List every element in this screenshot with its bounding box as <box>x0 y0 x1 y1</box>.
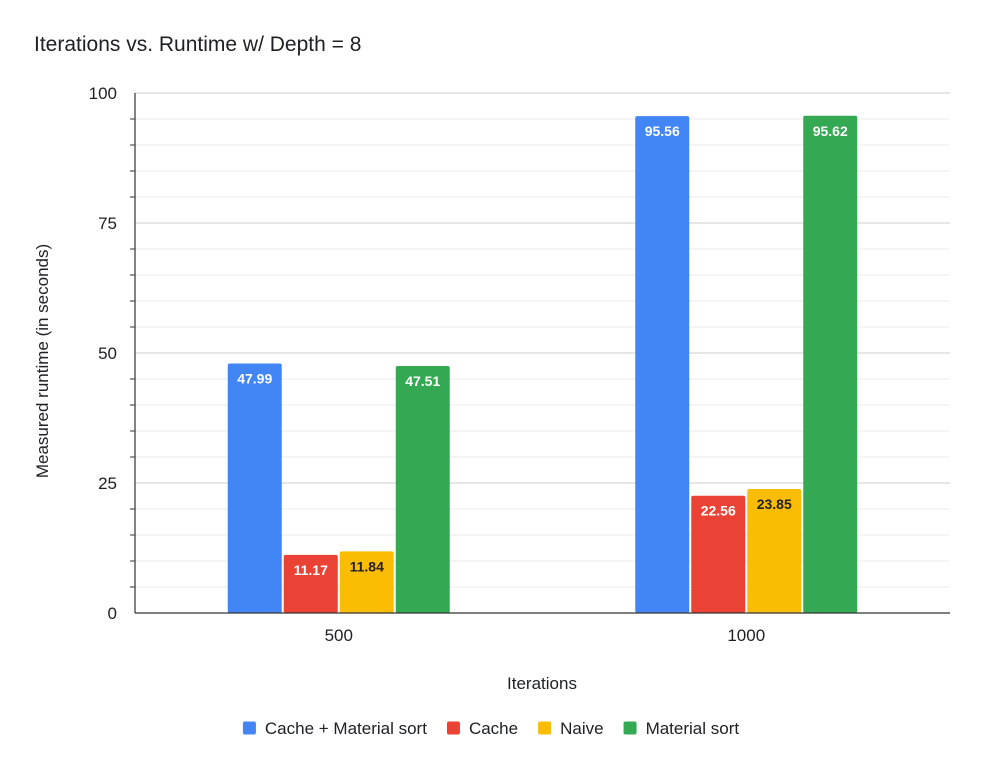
bar-data-label: 11.17 <box>294 562 328 578</box>
bar-data-label: 47.99 <box>237 370 272 386</box>
bar-data-label: 22.56 <box>701 503 736 519</box>
chart-title: Iterations vs. Runtime w/ Depth = 8 <box>34 33 361 56</box>
bar <box>747 488 802 613</box>
y-tick-label: 50 <box>98 344 117 363</box>
legend: Cache + Material sort Cache Naive Material … <box>242 719 740 738</box>
bars: 47.99 11.17 11.84 47.51 95.56 22.56 23.85 95.62 <box>227 115 858 613</box>
bar-data-label: 47.51 <box>405 373 440 389</box>
legend-swatch <box>242 721 256 735</box>
x-axis-label: Iterations <box>507 674 577 693</box>
bar <box>227 363 282 613</box>
bar <box>283 554 338 613</box>
y-axis-label: Measured runtime (in seconds) <box>33 244 52 478</box>
bar <box>803 115 858 613</box>
y-tick-label: 0 <box>108 604 117 623</box>
legend-label: Cache <box>469 719 518 738</box>
x-tick-label: 1000 <box>727 626 765 645</box>
legend-swatch <box>623 721 637 735</box>
bar-data-label: 23.85 <box>757 496 792 512</box>
x-axis-ticks: 500 1000 <box>325 626 766 645</box>
legend-swatch <box>446 721 460 735</box>
legend-label: Material sort <box>646 719 740 738</box>
x-tick-label: 500 <box>325 626 353 645</box>
legend-swatch <box>538 721 552 735</box>
y-axis-ticks: 0 25 50 75 100 <box>89 84 117 623</box>
bar <box>339 551 394 613</box>
bar <box>395 365 450 613</box>
bar-data-label: 11.84 <box>350 558 384 574</box>
y-tick-label: 100 <box>89 84 117 103</box>
y-tick-label: 75 <box>98 214 117 233</box>
y-tick-label: 25 <box>98 474 117 493</box>
legend-label: Cache + Material sort <box>265 719 427 738</box>
bar-data-label: 95.62 <box>813 123 848 139</box>
legend-label: Naive <box>560 719 603 738</box>
bar <box>691 495 746 613</box>
bar-data-label: 95.56 <box>645 123 680 139</box>
bar <box>635 116 690 613</box>
